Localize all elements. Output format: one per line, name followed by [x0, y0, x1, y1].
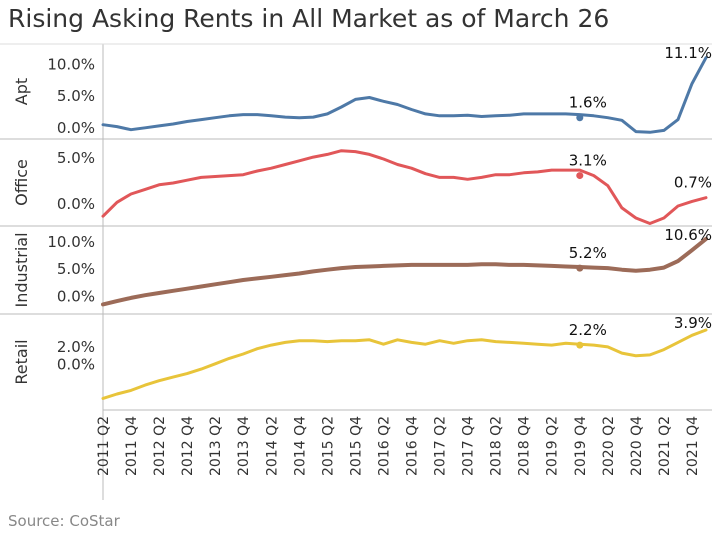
y-tick-label: 0.0% [57, 119, 95, 137]
data-label: 2.2% [569, 321, 607, 339]
series-line-retail [101, 328, 708, 400]
panel-label-retail: Retail [12, 339, 31, 384]
data-label: 0.7% [674, 174, 712, 192]
series-line-apt [101, 56, 708, 134]
series-line-industrial [101, 236, 708, 307]
y-tick-label: 5.0% [57, 87, 95, 105]
x-tick-label: 2012 Q4 [180, 416, 196, 476]
data-point-marker [576, 264, 584, 272]
x-tick-label: 2019 Q4 [573, 416, 589, 476]
y-tick-label: 10.0% [47, 56, 95, 74]
chart-title: Rising Asking Rents in All Market as of … [8, 4, 610, 33]
y-tick-label: 2.0% [57, 338, 95, 356]
x-tick-label: 2015 Q2 [320, 416, 336, 476]
data-point-marker [576, 114, 584, 122]
x-tick-label: 2018 Q4 [517, 416, 533, 476]
series-line-office [101, 149, 708, 225]
x-tick-label: 2013 Q2 [208, 416, 224, 476]
x-tick-label: 2016 Q4 [405, 416, 421, 476]
x-tick-label: 2017 Q2 [433, 416, 449, 476]
x-tick-label: 2017 Q4 [461, 416, 477, 476]
y-tick-label: 0.0% [57, 195, 95, 213]
x-tick-label: 2020 Q4 [629, 416, 645, 476]
panel-apt: Apt 0.0% 5.0% 10.0% 1.6% 11.1% [12, 44, 712, 137]
y-tick-label: 5.0% [57, 149, 95, 167]
data-point-marker [576, 341, 584, 349]
source-note: Source: CoStar [8, 512, 120, 530]
panel-retail: Retail 0.0%2.0% 2.2% 3.9% [0, 313, 712, 400]
x-tick-label: 2012 Q2 [152, 416, 168, 476]
panel-label-apt: Apt [12, 78, 31, 105]
x-tick-label: 2011 Q4 [124, 416, 140, 476]
x-tick-label: 2015 Q4 [348, 416, 364, 476]
panel-industrial: Industrial 0.0% 5.0% 10.0% 5.2% 10.6% [0, 225, 712, 308]
x-tick-label: 2018 Q2 [489, 416, 505, 476]
y-tick-label: 0.0% [57, 356, 95, 374]
x-tick-label: 2019 Q2 [545, 416, 561, 476]
data-label: 5.2% [569, 244, 607, 262]
y-tick-label: 10.0% [47, 233, 95, 251]
x-tick-label: 2021 Q2 [657, 416, 673, 476]
panel-label-office: Office [12, 159, 31, 206]
panel-label-industrial: Industrial [12, 232, 31, 307]
data-label: 1.6% [569, 94, 607, 112]
x-tick-label: 2014 Q4 [292, 416, 308, 476]
data-point-marker [576, 172, 584, 180]
x-tick-label: 2013 Q4 [236, 416, 252, 476]
x-tick-label: 2014 Q2 [264, 416, 280, 476]
data-label: 10.6% [664, 226, 712, 244]
x-tick-label: 2021 Q4 [685, 416, 701, 476]
data-label: 11.1% [664, 44, 712, 62]
y-tick-label: 5.0% [57, 260, 95, 278]
data-label: 3.1% [569, 152, 607, 170]
panel-office: Office 0.0% 5.0% 3.1% 0.7% [0, 138, 712, 225]
x-tick-label: 2016 Q2 [377, 416, 393, 476]
x-tick-label: 2020 Q2 [601, 416, 617, 476]
data-label: 3.9% [674, 314, 712, 332]
y-tick-label: 0.0% [57, 287, 95, 305]
x-tick-label: 2011 Q2 [96, 416, 112, 476]
